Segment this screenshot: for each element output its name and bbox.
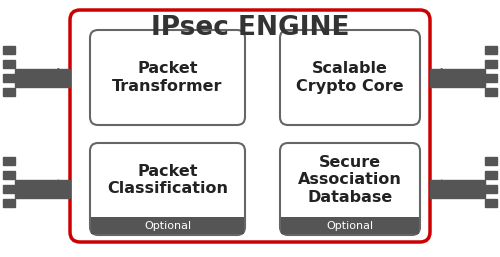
Bar bbox=[485, 87, 497, 96]
Bar bbox=[485, 171, 497, 179]
Bar bbox=[485, 45, 497, 53]
Bar bbox=[485, 60, 497, 68]
Polygon shape bbox=[58, 69, 70, 87]
Text: Optional: Optional bbox=[144, 221, 191, 231]
FancyBboxPatch shape bbox=[90, 30, 245, 125]
Bar bbox=[3, 157, 15, 165]
Text: Packet
Transformer: Packet Transformer bbox=[112, 61, 223, 94]
Bar bbox=[3, 199, 15, 207]
Bar bbox=[3, 185, 15, 193]
Bar bbox=[485, 157, 497, 165]
Polygon shape bbox=[58, 180, 70, 198]
Text: Optional: Optional bbox=[326, 221, 374, 231]
Bar bbox=[3, 171, 15, 179]
Bar bbox=[485, 185, 497, 193]
Text: Packet
Classification: Packet Classification bbox=[107, 164, 228, 196]
Polygon shape bbox=[430, 180, 442, 198]
FancyBboxPatch shape bbox=[280, 143, 420, 235]
Bar bbox=[485, 199, 497, 207]
Bar bbox=[281, 217, 419, 234]
FancyBboxPatch shape bbox=[90, 143, 245, 235]
Bar bbox=[430, 69, 485, 87]
Bar bbox=[3, 45, 15, 53]
Bar bbox=[430, 180, 485, 198]
Bar bbox=[3, 74, 15, 81]
Polygon shape bbox=[430, 69, 442, 87]
Bar bbox=[15, 69, 70, 87]
Bar bbox=[485, 74, 497, 81]
Text: IPsec ENGINE: IPsec ENGINE bbox=[151, 15, 349, 41]
Bar bbox=[91, 217, 244, 234]
Text: Scalable
Crypto Core: Scalable Crypto Core bbox=[296, 61, 404, 94]
Text: Secure
Association
Database: Secure Association Database bbox=[298, 155, 402, 205]
Bar bbox=[3, 60, 15, 68]
Bar bbox=[3, 87, 15, 96]
Bar bbox=[15, 180, 70, 198]
FancyBboxPatch shape bbox=[280, 30, 420, 125]
